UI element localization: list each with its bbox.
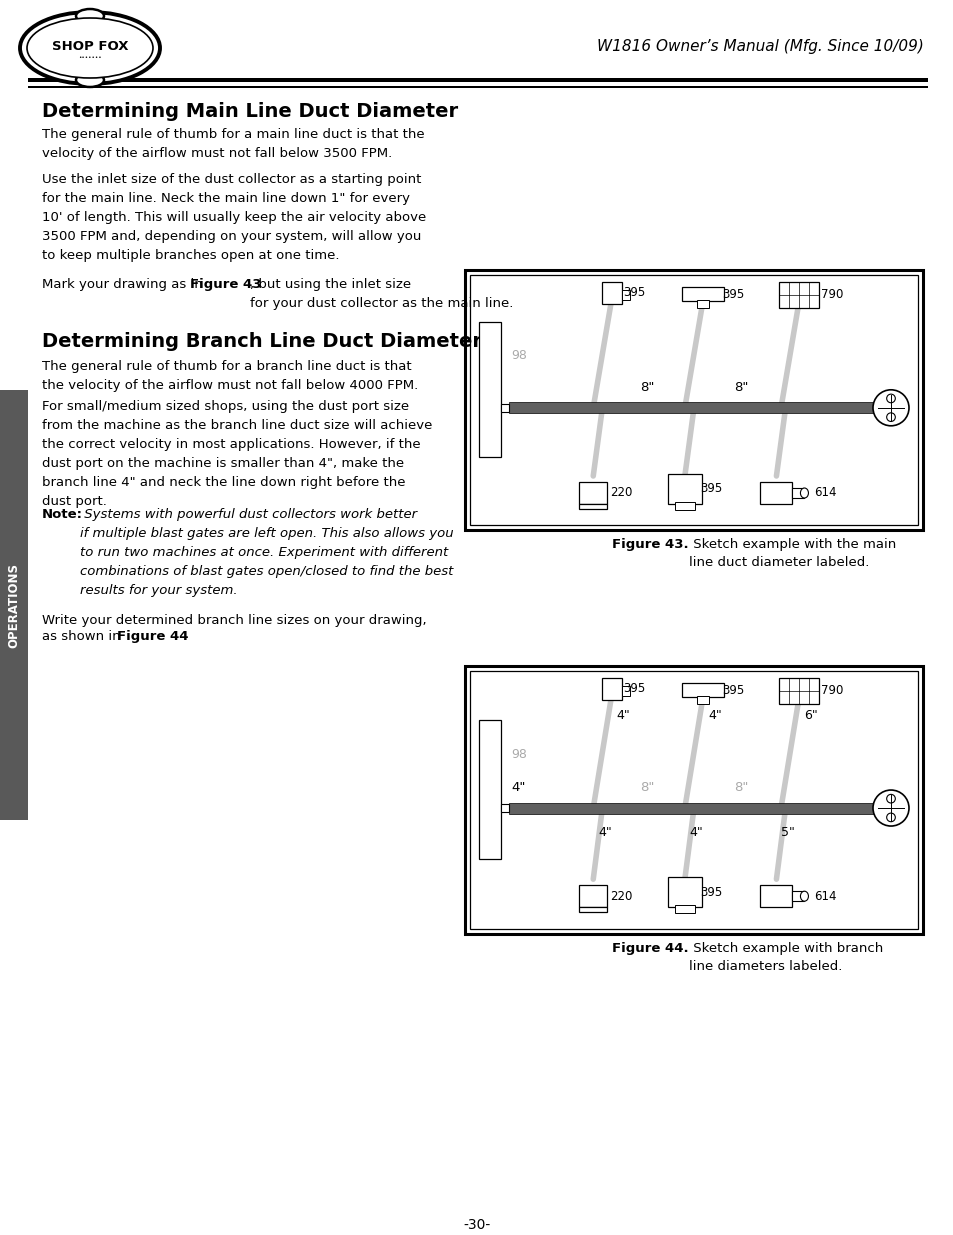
Text: For small/medium sized shops, using the dust port size
from the machine as the b: For small/medium sized shops, using the … xyxy=(42,400,432,508)
Text: 4": 4" xyxy=(707,709,721,722)
Ellipse shape xyxy=(885,394,894,403)
Bar xyxy=(500,804,509,813)
Text: W1816 Owner’s Manual (Mfg. Since 10/09): W1816 Owner’s Manual (Mfg. Since 10/09) xyxy=(596,38,923,53)
Bar xyxy=(779,678,819,704)
Bar xyxy=(578,908,607,913)
Text: 395: 395 xyxy=(623,287,645,300)
Text: 8": 8" xyxy=(733,380,748,394)
Text: Figure 44: Figure 44 xyxy=(117,630,189,643)
Text: 4": 4" xyxy=(616,709,630,722)
Bar xyxy=(697,697,708,704)
Bar xyxy=(601,282,621,304)
Bar xyxy=(621,290,629,300)
Text: 220: 220 xyxy=(610,889,632,903)
Bar xyxy=(601,678,621,700)
Text: Sketch example with branch
line diameters labeled.: Sketch example with branch line diameter… xyxy=(688,942,882,973)
Bar xyxy=(674,501,694,510)
Text: 395: 395 xyxy=(700,885,721,899)
Text: 4": 4" xyxy=(511,781,525,794)
Bar xyxy=(509,403,877,414)
Bar xyxy=(0,390,28,820)
Bar xyxy=(509,803,877,814)
Ellipse shape xyxy=(885,794,894,803)
Text: The general rule of thumb for a main line duct is that the
velocity of the airfl: The general rule of thumb for a main lin… xyxy=(42,128,424,161)
Text: 614: 614 xyxy=(814,487,836,499)
Text: 790: 790 xyxy=(821,684,842,698)
Text: 8": 8" xyxy=(733,781,748,794)
Text: 790: 790 xyxy=(821,289,842,301)
Bar xyxy=(681,683,723,697)
Text: Sketch example with the main
line duct diameter labeled.: Sketch example with the main line duct d… xyxy=(688,538,895,569)
Bar xyxy=(760,885,792,908)
Text: 4": 4" xyxy=(598,826,611,839)
Ellipse shape xyxy=(800,892,807,902)
Bar xyxy=(697,300,708,308)
Ellipse shape xyxy=(872,390,908,426)
Text: 8": 8" xyxy=(639,380,654,394)
Text: Figure 44.: Figure 44. xyxy=(612,942,688,955)
Ellipse shape xyxy=(885,813,894,821)
Bar xyxy=(28,86,927,88)
Bar xyxy=(464,666,923,934)
Bar xyxy=(500,404,509,411)
Bar xyxy=(464,270,923,530)
Bar xyxy=(578,885,607,908)
Bar xyxy=(674,905,694,913)
Bar xyxy=(792,488,803,498)
Ellipse shape xyxy=(800,488,807,498)
Bar xyxy=(578,504,607,509)
Bar xyxy=(792,892,803,902)
Ellipse shape xyxy=(27,19,152,78)
Text: The general rule of thumb for a branch line duct is that
the velocity of the air: The general rule of thumb for a branch l… xyxy=(42,359,417,391)
Bar xyxy=(578,482,607,504)
Text: 6": 6" xyxy=(803,709,818,722)
Bar xyxy=(667,877,701,908)
Text: •••••••: ••••••• xyxy=(78,56,102,61)
Bar xyxy=(681,287,723,301)
Bar xyxy=(28,78,927,82)
Text: Systems with powerful dust collectors work better
if multiple blast gates are le: Systems with powerful dust collectors wo… xyxy=(80,508,453,597)
Text: 614: 614 xyxy=(814,889,836,903)
Text: Determining Branch Line Duct Diameter: Determining Branch Line Duct Diameter xyxy=(42,332,481,351)
Ellipse shape xyxy=(872,790,908,826)
Text: Figure 43.: Figure 43. xyxy=(612,538,688,551)
Text: 395: 395 xyxy=(721,683,743,697)
Bar xyxy=(667,474,701,504)
Text: 395: 395 xyxy=(623,683,645,695)
Text: .: . xyxy=(173,630,178,643)
Text: 4": 4" xyxy=(689,826,703,839)
Text: 395: 395 xyxy=(700,483,721,495)
Text: -30-: -30- xyxy=(463,1218,490,1233)
Text: 395: 395 xyxy=(721,288,743,300)
Ellipse shape xyxy=(885,412,894,421)
Text: Write your determined branch line sizes on your drawing,: Write your determined branch line sizes … xyxy=(42,614,426,627)
Bar xyxy=(478,720,500,860)
Text: 5": 5" xyxy=(781,826,795,839)
Ellipse shape xyxy=(76,9,104,23)
Ellipse shape xyxy=(20,12,160,84)
Ellipse shape xyxy=(76,73,104,86)
Text: 8": 8" xyxy=(639,781,654,794)
Text: Mark your drawing as in: Mark your drawing as in xyxy=(42,278,207,291)
Text: 220: 220 xyxy=(610,487,632,499)
Text: Determining Main Line Duct Diameter: Determining Main Line Duct Diameter xyxy=(42,103,457,121)
Text: 98: 98 xyxy=(511,748,526,761)
Text: Figure 43: Figure 43 xyxy=(190,278,261,291)
Text: OPERATIONS: OPERATIONS xyxy=(8,562,20,647)
Text: , but using the inlet size
for your dust collector as the main line.: , but using the inlet size for your dust… xyxy=(250,278,513,310)
Text: as shown in: as shown in xyxy=(42,630,125,643)
Text: 98: 98 xyxy=(511,350,526,362)
Bar xyxy=(478,322,500,457)
Bar xyxy=(760,482,792,504)
Bar xyxy=(621,685,629,697)
Text: Use the inlet size of the dust collector as a starting point
for the main line. : Use the inlet size of the dust collector… xyxy=(42,173,426,262)
Bar xyxy=(470,671,917,929)
Bar xyxy=(470,275,917,525)
Bar xyxy=(779,282,819,308)
Text: SHOP FOX: SHOP FOX xyxy=(51,40,128,53)
Text: Note:: Note: xyxy=(42,508,83,521)
